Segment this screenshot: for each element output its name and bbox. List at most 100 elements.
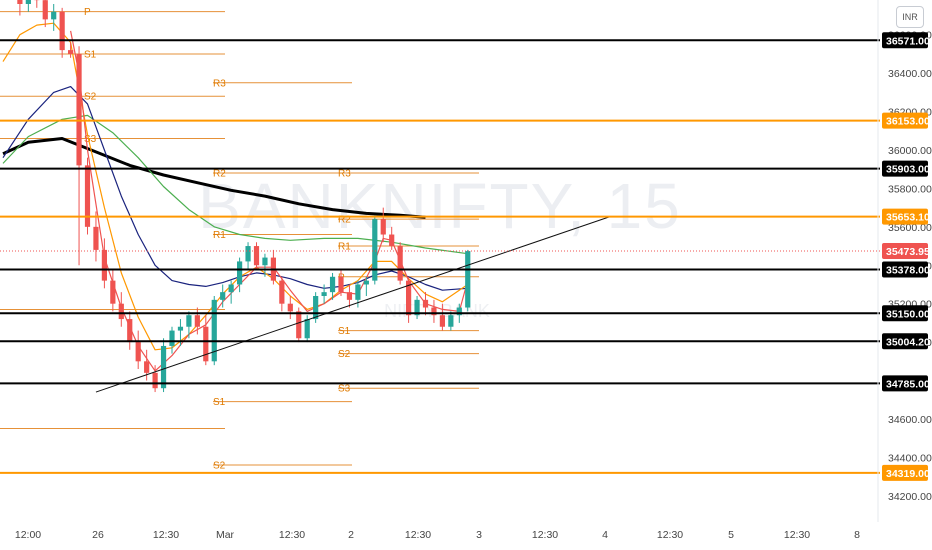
symbol-watermark: BANKNIFTY, 15 [198, 170, 682, 242]
price-tag-label: 35004.20 [886, 336, 930, 348]
candle-body [414, 299, 420, 316]
time-tick-label: 5 [728, 529, 734, 541]
price-tag [882, 464, 928, 481]
price-tag-label: 34319.00 [886, 468, 930, 480]
candle-body [422, 299, 429, 308]
time-tick-label: 12:00 [15, 529, 41, 541]
candle-body [144, 361, 150, 373]
price-tag-label: 35903.00 [886, 164, 930, 176]
candle-body [194, 315, 200, 327]
time-tick-label: 12:30 [153, 529, 179, 541]
time-tick-label: 12:30 [405, 529, 431, 541]
price-tick-label: 34600.00 [888, 414, 932, 426]
candle-body [68, 50, 74, 54]
candle-body [253, 246, 260, 266]
candle-body [186, 315, 192, 327]
pivot-label: R2 [338, 215, 351, 226]
candle-body [220, 292, 226, 300]
time-tick-label: Mar [216, 529, 235, 541]
price-tick-label: 35600.00 [888, 222, 932, 234]
pivot-label: R1 [338, 242, 351, 253]
time-tick-label: 3 [476, 529, 482, 541]
price-tag-label: 34785.00 [886, 378, 930, 390]
moving-average-line [2, 137, 426, 219]
candle-body [84, 165, 91, 227]
trendline-layer [95, 216, 610, 393]
candle-body [76, 53, 82, 166]
candle-body [135, 342, 141, 362]
candle-body [51, 11, 57, 20]
pivot-label: S3 [338, 384, 351, 395]
candle-body [25, 0, 31, 4]
price-tag [882, 261, 928, 278]
pivot-label: S1 [338, 326, 351, 337]
pivot-label: P [84, 7, 91, 18]
trendline [95, 216, 610, 393]
symbol-subtitle-watermark: NIFTY BANK [384, 301, 490, 321]
price-tick-label: 35800.00 [888, 183, 932, 195]
candle-body [321, 292, 327, 296]
pivot-label: S1 [213, 397, 226, 408]
time-tick-label: 8 [854, 529, 860, 541]
price-tick-label: 36400.00 [888, 68, 932, 80]
candle-body [389, 234, 395, 247]
candle-body [17, 0, 23, 4]
candle-body [110, 280, 116, 304]
candle-body [355, 284, 361, 300]
candle-body [456, 307, 462, 316]
candle-body [245, 246, 251, 262]
currency-button[interactable]: INR [896, 6, 924, 28]
candle-body [296, 311, 302, 339]
horizontal-price-lines [0, 39, 880, 474]
candle-body [211, 299, 217, 362]
pivot-label: S3 [84, 134, 97, 145]
pivot-label: S2 [84, 92, 97, 103]
price-tag [882, 112, 928, 129]
candle-body [431, 307, 437, 316]
pivot-label: S1 [84, 49, 97, 60]
price-tick-label: 34200.00 [888, 491, 932, 503]
candle-body [372, 219, 378, 281]
candle-body [313, 296, 319, 320]
candle-body [127, 319, 133, 343]
price-tag [882, 333, 928, 350]
time-tick-label: 12:30 [784, 529, 810, 541]
price-tag-label: 35378.00 [886, 264, 930, 276]
candle-body [304, 319, 310, 339]
time-tick-label: 26 [92, 529, 104, 541]
candle-body [448, 315, 454, 327]
price-tick-label: 36000.00 [888, 145, 932, 157]
candles [17, 0, 471, 393]
candle-body [439, 315, 445, 327]
candle-body [93, 226, 99, 250]
price-tag [882, 160, 928, 177]
candle-body [338, 276, 344, 293]
candle-body [228, 284, 234, 293]
price-axis[interactable]: 34200.0034400.0034600.0035000.0035200.00… [888, 30, 932, 503]
watermark-layer: BANKNIFTY, 15 NIFTY BANK [198, 170, 682, 321]
candle-body [329, 276, 336, 293]
pivot-levels: PS1S2S3R3R2R1S1S2R3R2R1PS1S2S3 [0, 7, 479, 472]
pivot-label: R1 [213, 230, 226, 241]
pivot-label: S2 [213, 461, 226, 472]
time-tick-label: 2 [348, 529, 354, 541]
candle-body [279, 280, 285, 304]
time-tick-label: 12:30 [279, 529, 305, 541]
candle-body [380, 219, 386, 235]
pivot-label: R3 [338, 169, 351, 180]
candle-body [465, 251, 471, 308]
candle-body [42, 0, 48, 20]
price-tag-label: 36153.00 [886, 116, 930, 128]
time-tick-label: 12:30 [657, 529, 683, 541]
candle-body [118, 303, 124, 320]
candle-body [160, 345, 167, 389]
time-axis[interactable]: 12:00 26 12:30 Mar 12:30 2 12:30 3 12:30 4 12:30 5 1… [15, 529, 860, 541]
time-tick-label: 12:30 [532, 529, 558, 541]
pivot-label: S2 [338, 349, 351, 360]
candle-body [177, 326, 184, 331]
candle-body [287, 303, 293, 312]
candle-body [203, 326, 209, 362]
price-tag-label: 36571.00 [886, 35, 930, 47]
candle-body [237, 261, 243, 285]
